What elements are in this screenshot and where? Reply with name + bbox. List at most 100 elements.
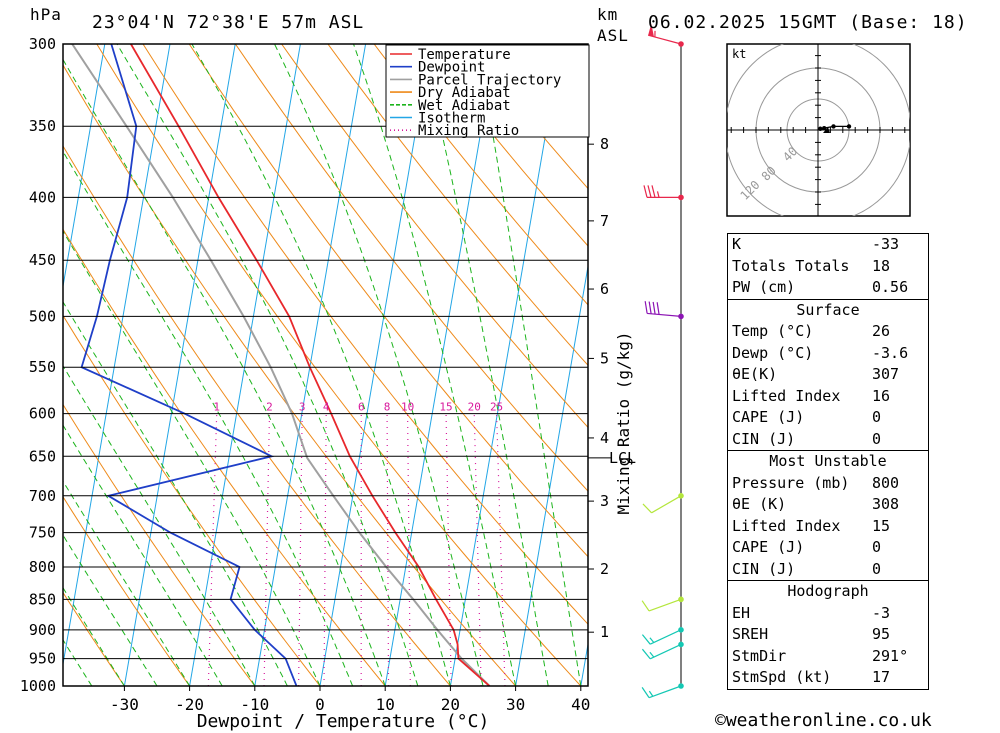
plot-frame <box>62 43 589 687</box>
legend-entry: Temperature <box>418 47 511 63</box>
index-value: 17 <box>872 668 891 686</box>
mixing-ratio-label: 6 <box>358 401 365 414</box>
wind-barb <box>641 641 684 660</box>
index-label: CAPE (J) <box>732 538 805 556</box>
legend-entry: Wet Adiabat <box>418 98 511 114</box>
dry-adiabat-line <box>281 44 588 429</box>
km-tick-label: 2 <box>600 560 609 578</box>
mixing-ratio-label: 2 <box>266 401 273 414</box>
isotherm-line <box>123 44 236 686</box>
dry-adiabat-line <box>63 145 451 686</box>
dry-adiabat-line <box>63 64 516 686</box>
pressure-tick-label: 650 <box>29 447 56 465</box>
index-row: CAPE (J) 0 <box>728 407 928 429</box>
isotherm-line <box>515 263 588 686</box>
dry-adiabat-line <box>373 44 588 306</box>
temperature-tick-label: -30 <box>110 695 139 714</box>
index-value: 0.56 <box>872 278 909 296</box>
wet-adiabat-line <box>116 44 419 686</box>
index-label: Pressure (mb) <box>732 473 850 492</box>
index-label: CAPE (J) <box>732 408 805 426</box>
index-value: 18 <box>872 256 891 275</box>
temperature-tick-label: 30 <box>506 695 525 714</box>
mixing-ratio-label: 25 <box>490 401 503 414</box>
mixing-ratio-label: 4 <box>323 401 330 414</box>
pressure-tick-label: 850 <box>29 590 56 608</box>
isotherm-line <box>63 44 171 667</box>
dry-adiabat-line <box>63 591 125 686</box>
dry-adiabat-line <box>419 44 588 247</box>
index-value: 291° <box>872 646 909 665</box>
wind-barb-flag <box>641 600 650 612</box>
isotherm-line <box>63 44 106 290</box>
km-tick-label: 5 <box>600 349 609 367</box>
dry-adiabat-line <box>63 495 191 686</box>
wet-adiabat-line <box>191 44 451 686</box>
legend-entry: Dewpoint <box>418 60 485 76</box>
isotherm-line <box>189 44 301 686</box>
km-tick-label: 6 <box>600 280 609 298</box>
wind-barb-half-flag <box>649 637 655 643</box>
hodograph-point <box>822 125 827 131</box>
index-value: 0 <box>872 538 882 556</box>
pressure-tick-label: 550 <box>29 358 56 376</box>
surface-indices: Surface Temp (°C) 26 Dewp (°C) -3.6 θE(K) 307 L… <box>728 298 928 451</box>
pressure-tick-label: 600 <box>29 405 56 423</box>
wind-barb-flag <box>641 648 651 660</box>
hodograph-point <box>831 124 836 129</box>
index-row: Lifted Index 16 <box>728 386 928 408</box>
km-tick-label: 1 <box>600 623 609 641</box>
wind-barb-shaft <box>651 495 682 514</box>
index-label: SREH <box>732 625 769 643</box>
index-value: 0 <box>872 408 882 426</box>
temperature-tick-label: 20 <box>441 695 460 714</box>
mixing-ratio-label: 3 <box>299 401 306 414</box>
wind-barb <box>648 23 684 47</box>
wind-barb-shaft <box>649 643 682 660</box>
pressure-tick-label: 900 <box>29 621 56 639</box>
index-value: 800 <box>872 473 900 492</box>
legend-entry: Isotherm <box>418 111 485 127</box>
wind-barb-flag <box>656 302 660 315</box>
pressure-tick-label: 300 <box>29 35 56 53</box>
index-label: θE(K) <box>732 365 778 383</box>
legend-entry: Mixing Ratio <box>418 123 519 139</box>
index-value: 26 <box>872 322 891 340</box>
wind-barb-half-flag <box>649 651 655 658</box>
wind-barb-flag <box>644 301 648 314</box>
wet-adiabat-line <box>63 58 386 686</box>
pressure-tick-label: 500 <box>29 307 56 325</box>
index-label: θE (K) <box>732 495 787 513</box>
wind-barb-shaft <box>648 685 682 699</box>
x-axis-title: Dewpoint / Temperature (°C) <box>197 711 490 732</box>
index-row: StmSpd (kt) 17 <box>728 667 928 689</box>
wind-barb <box>642 493 684 514</box>
index-row: Temp (°C) 26 <box>728 321 928 343</box>
wet-adiabat-line <box>353 44 517 686</box>
temperature-tick-label: -10 <box>240 695 269 714</box>
km-tick-label: 4 <box>600 429 609 447</box>
station-location: 23°04'N 72°38'E 57m ASL <box>92 12 365 33</box>
pressure-tick-label: 350 <box>29 117 56 135</box>
pressure-unit-label: hPa <box>30 5 62 24</box>
legend-entry: Parcel Trajectory <box>418 72 561 88</box>
wind-barb-flag <box>642 503 652 514</box>
temperature-tick-label: -20 <box>175 695 204 714</box>
most-unstable-indices: Most Unstable Pressure (mb) 800 θE (K) 308 Li… <box>728 450 928 580</box>
index-label: Lifted Index <box>732 386 841 405</box>
wet-adiabat-line <box>476 44 582 686</box>
hodograph-point <box>846 124 852 129</box>
mixing-ratio-label: 15 <box>439 401 452 414</box>
section-title: Hodograph <box>787 582 869 600</box>
wind-barb <box>643 185 684 201</box>
wind-level-dot <box>678 313 684 320</box>
index-label: Temp (°C) <box>732 322 814 340</box>
pressure-tick-label: 800 <box>29 558 56 576</box>
storm-motion-marker <box>823 127 830 133</box>
wet-adiabat-line <box>63 230 321 686</box>
isotherm-line <box>254 44 367 686</box>
wind-barb-pennant <box>648 23 654 37</box>
parcel-trajectory-line <box>71 44 491 686</box>
index-value: 95 <box>872 625 891 643</box>
